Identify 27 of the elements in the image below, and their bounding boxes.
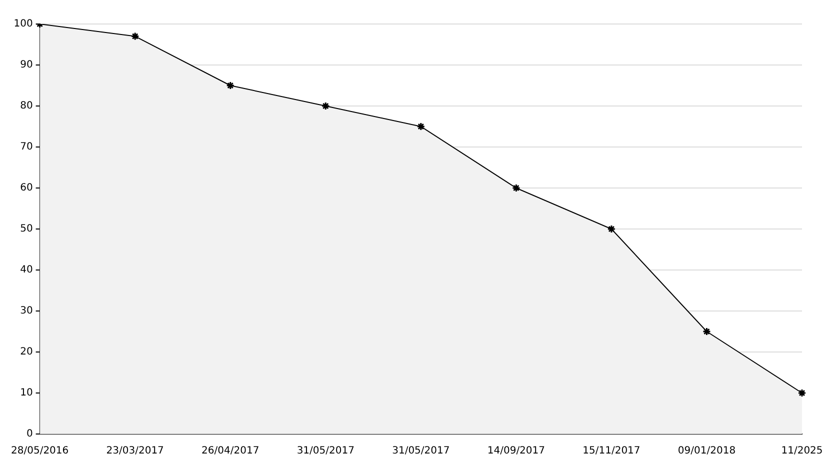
y-tick-label: 80: [20, 100, 33, 112]
x-tick-label: 31/05/2017: [296, 446, 354, 457]
y-tick-label: 70: [20, 142, 33, 153]
y-tick-label: 20: [20, 346, 33, 358]
x-tick-label: 26/04/2017: [202, 446, 260, 457]
point: [226, 81, 235, 90]
point: [130, 32, 140, 41]
y-tick-label: 50: [20, 224, 33, 235]
point: [607, 224, 616, 234]
x-tick-label: 23/03/2017: [106, 446, 164, 457]
point: [702, 327, 711, 336]
x-tick-label: 09/01/2018: [678, 446, 736, 457]
y-tick-label: 10: [20, 388, 33, 399]
y-tick-label: 60: [20, 182, 33, 194]
x-tick-label: 15/11/2017: [582, 446, 640, 457]
x-tick-label: 28/05/2016: [11, 446, 69, 457]
x-tick-label: 11/2025: [781, 446, 823, 457]
point: [416, 122, 426, 131]
x-tick-label: 31/05/2017: [392, 446, 450, 457]
point: [321, 102, 330, 110]
y-tick-label: 100: [14, 18, 33, 30]
y-tick-label: 90: [20, 60, 33, 71]
point: [512, 184, 520, 192]
y-tick-label: 30: [20, 306, 33, 317]
y-tick-label: 40: [20, 264, 33, 276]
x-tick-label: 14/09/2017: [487, 446, 545, 457]
y-tick-label: 0: [26, 428, 33, 440]
